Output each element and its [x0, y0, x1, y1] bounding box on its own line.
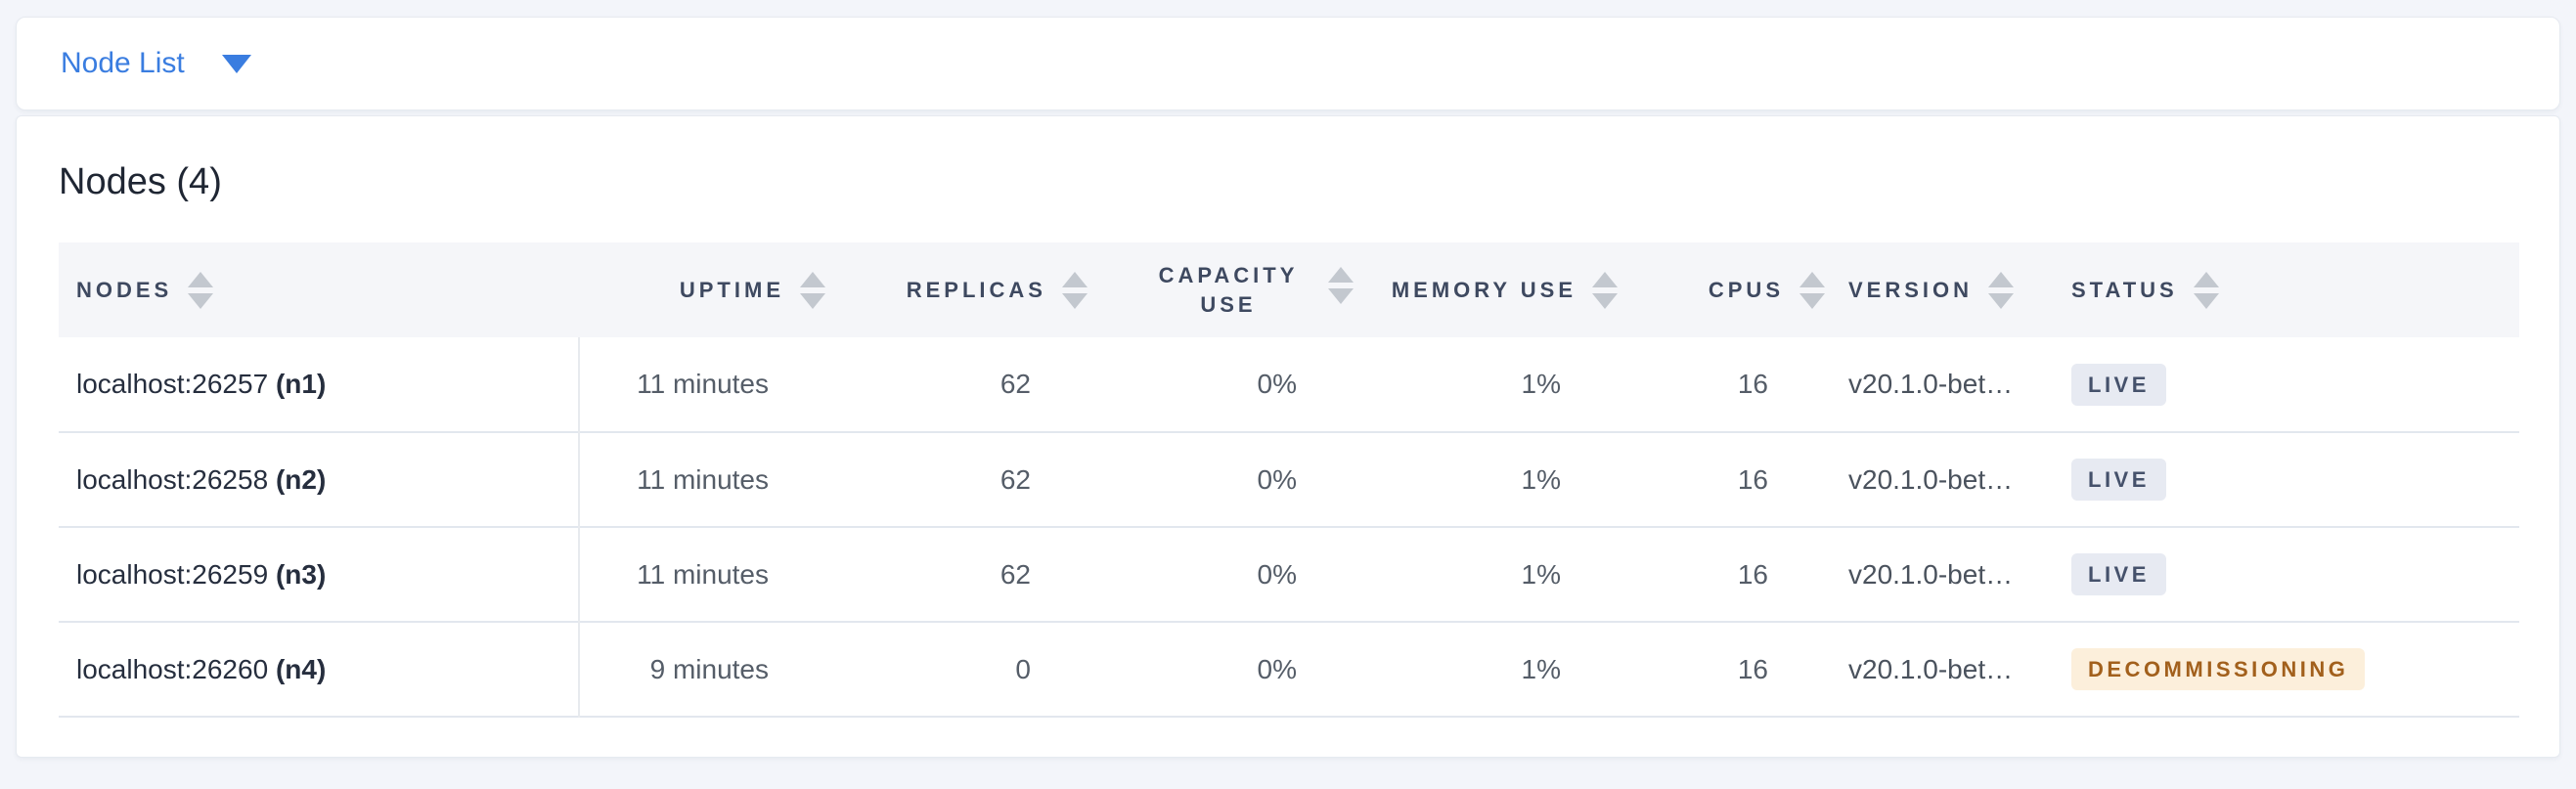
sort-icon[interactable] [1328, 266, 1354, 304]
column-header-replicas[interactable]: Replicas [825, 242, 1088, 337]
sort-icon[interactable] [800, 271, 825, 309]
table-row: localhost:26259 (n3) 11 minutes 62 0% 1% 16 v2… [59, 527, 2519, 622]
sort-icon[interactable] [1592, 271, 1618, 309]
column-label-uptime: Uptime [679, 277, 784, 302]
cell-version: v20.1.0-bet… [1825, 432, 2048, 527]
node-id: (n4) [275, 653, 327, 684]
column-label-version: Version [1848, 277, 1974, 302]
sort-icon[interactable] [1799, 271, 1825, 309]
sort-icon[interactable] [2193, 271, 2219, 309]
cell-uptime: 11 minutes [637, 463, 769, 495]
cell-uptime: 11 minutes [637, 369, 769, 399]
column-header-capacity_use[interactable]: Capacity Use [1088, 242, 1354, 337]
column-label-status: Status [2071, 277, 2178, 302]
table-row: localhost:26260 (n4) 9 minutes 0 0% 1% 16 v20.… [59, 622, 2519, 717]
column-header-cpus[interactable]: CPUs [1618, 242, 1825, 337]
cell-uptime: 11 minutes [637, 558, 769, 590]
table-header-row: Nodes Uptime Replicas Capacity Use Memory Us… [59, 242, 2519, 337]
table-row: localhost:26257 (n1) 11 minutes 62 0% 1% 16 v2… [59, 337, 2519, 432]
cell-replicas: 62 [999, 558, 1031, 590]
cell-replicas: 0 [1015, 653, 1031, 684]
column-header-version[interactable]: Version [1825, 242, 2048, 337]
sort-icon[interactable] [1062, 271, 1088, 309]
cell-capacity_use: 0% [1257, 369, 1297, 399]
cell-memory_use: 1% [1521, 369, 1561, 399]
cell-version: v20.1.0-bet… [1825, 527, 2048, 622]
column-header-nodes[interactable]: Nodes [59, 242, 579, 337]
page-title: Nodes (4) [59, 161, 222, 202]
nodes-table: Nodes Uptime Replicas Capacity Use Memory Us… [59, 242, 2519, 718]
node-id: (n3) [275, 558, 327, 590]
chevron-down-icon [221, 54, 251, 73]
cell-status: DECOMMISSIONING [2048, 622, 2519, 717]
column-label-nodes: Nodes [76, 277, 173, 302]
nodes-panel: Nodes (4) Nodes Uptime Replicas Capacity Us… [16, 115, 2560, 758]
cell-cpus: 16 [1737, 463, 1768, 495]
cell-capacity_use: 0% [1257, 558, 1297, 590]
view-dropdown[interactable]: Node List [61, 47, 251, 80]
column-label-cpus: CPUs [1708, 277, 1784, 302]
sort-icon[interactable] [188, 271, 214, 309]
status-badge: LIVE [2071, 363, 2166, 406]
version-text: v20.1.0-bet… [1848, 558, 2014, 590]
column-label-replicas: Replicas [906, 277, 1046, 302]
node-address: localhost:26258 [76, 463, 269, 495]
cell-nodes: localhost:26257 (n1) [59, 337, 580, 432]
column-header-status[interactable]: Status [2048, 242, 2519, 337]
cell-version: v20.1.0-bet… [1825, 337, 2048, 432]
cell-memory_use: 1% [1521, 463, 1561, 495]
node-address: localhost:26260 [76, 653, 269, 684]
version-text: v20.1.0-bet… [1848, 653, 2014, 684]
view-selector-bar: Node List [16, 17, 2560, 110]
cell-version: v20.1.0-bet… [1825, 622, 2048, 717]
cell-capacity_use: 0% [1257, 653, 1297, 684]
view-dropdown-label: Node List [61, 47, 185, 79]
version-text: v20.1.0-bet… [1848, 463, 2014, 495]
column-label-capacity_use: Capacity Use [1158, 262, 1299, 317]
table-body: localhost:26257 (n1) 11 minutes 62 0% 1% 16 v2… [59, 337, 2519, 717]
cell-cpus: 16 [1737, 653, 1768, 684]
cell-memory_use: 1% [1521, 653, 1561, 684]
status-badge: LIVE [2071, 553, 2166, 595]
sort-icon[interactable] [1988, 271, 2015, 309]
cell-nodes: localhost:26258 (n2) [59, 432, 580, 527]
cell-status: LIVE [2048, 337, 2519, 432]
node-address: localhost:26257 [76, 369, 269, 399]
cell-nodes: localhost:26260 (n4) [59, 622, 580, 717]
status-badge: DECOMMISSIONING [2071, 648, 2366, 690]
cell-replicas: 62 [999, 369, 1031, 399]
node-id: (n1) [275, 369, 327, 399]
cell-nodes: localhost:26259 (n3) [59, 527, 580, 622]
table-row: localhost:26258 (n2) 11 minutes 62 0% 1% 16 v2… [59, 432, 2519, 527]
cell-cpus: 16 [1737, 369, 1768, 399]
cell-replicas: 62 [999, 463, 1031, 495]
cell-cpus: 16 [1737, 558, 1768, 590]
cell-status: LIVE [2048, 432, 2519, 527]
cell-capacity_use: 0% [1257, 463, 1297, 495]
node-id: (n2) [275, 463, 327, 495]
node-address: localhost:26259 [76, 558, 269, 590]
version-text: v20.1.0-bet… [1848, 369, 2014, 399]
column-header-uptime[interactable]: Uptime [579, 242, 825, 337]
column-label-memory_use: Memory Use [1391, 277, 1577, 302]
cell-memory_use: 1% [1521, 558, 1561, 590]
cell-uptime: 9 minutes [649, 653, 769, 684]
column-header-memory_use[interactable]: Memory Use [1354, 242, 1618, 337]
status-badge: LIVE [2071, 459, 2166, 501]
cell-status: LIVE [2048, 527, 2519, 622]
